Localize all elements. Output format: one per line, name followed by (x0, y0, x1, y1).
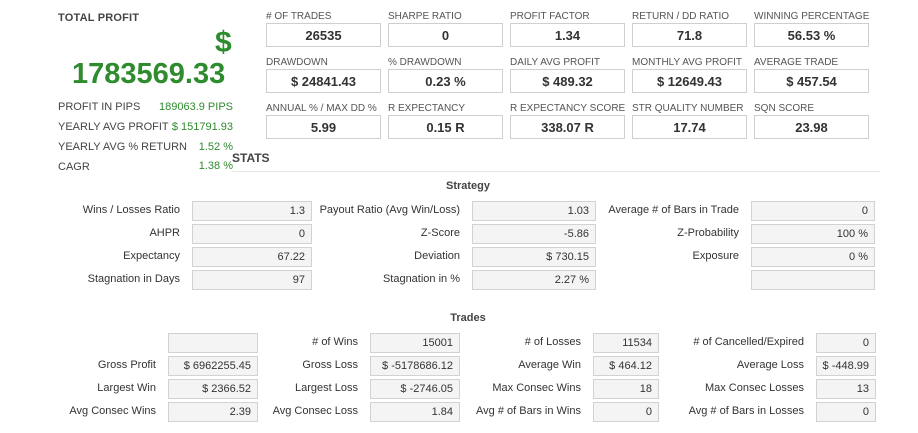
ahpr-value: 0 (192, 224, 312, 244)
avg-consec-loss-value: 1.84 (370, 402, 460, 422)
r-expectancy-label: R EXPECTANCY (388, 103, 466, 114)
percent-drawdown-value: 0.23 % (388, 69, 503, 93)
dollar-sign: $ (215, 26, 232, 59)
wins-losses-ratio-value: 1.3 (192, 201, 312, 221)
r-expectancy-value: 0.15 R (388, 115, 503, 139)
total-profit-value: 1783569.33 (72, 58, 226, 90)
winning-percentage-value: 56.53 % (754, 23, 869, 47)
average-trade-label: AVERAGE TRADE (754, 57, 839, 68)
z-probability-label: Z-Probability (677, 227, 739, 239)
average-win-label: Average Win (518, 359, 581, 371)
trades-section-title: Trades (450, 312, 486, 324)
cancelled-expired-value: 0 (816, 333, 876, 353)
cagr-value: 1.38 % (198, 160, 233, 172)
payout-ratio-value: 1.03 (472, 201, 596, 221)
sharpe-ratio-label: SHARPE RATIO (388, 11, 462, 22)
drawdown-label: DRAWDOWN (266, 57, 328, 68)
gross-loss-label: Gross Loss (302, 359, 358, 371)
annual-max-dd-value: 5.99 (266, 115, 381, 139)
str-quality-number-label: STR QUALITY NUMBER (632, 103, 744, 114)
avg-bars-in-wins-label: Avg # of Bars in Wins (476, 405, 581, 417)
cancelled-expired-label: # of Cancelled/Expired (693, 336, 804, 348)
avg-bars-in-losses-label: Avg # of Bars in Losses (688, 405, 804, 417)
sharpe-ratio-value: 0 (388, 23, 503, 47)
winning-percentage-label: WINNING PERCENTAGE (754, 11, 870, 22)
return-dd-ratio-label: RETURN / DD RATIO (632, 11, 730, 22)
str-quality-number-value: 17.74 (632, 115, 747, 139)
yearly-avg-profit-value: $ 151791.93 (171, 121, 233, 133)
empty-trades-cell (168, 333, 258, 353)
cagr-label: CAGR (58, 161, 90, 173)
expectancy-value: 67.22 (192, 247, 312, 267)
stagnation-percent-label: Stagnation in % (382, 273, 460, 285)
monthly-avg-profit-label: MONTHLY AVG PROFIT (632, 57, 743, 68)
average-loss-value: $ -448.99 (816, 356, 876, 376)
avg-bars-in-trade-value: 0 (751, 201, 875, 221)
profit-factor-value: 1.34 (510, 23, 625, 47)
daily-avg-profit-value: $ 489.32 (510, 69, 625, 93)
avg-consec-wins-label: Avg Consec Wins (69, 405, 156, 417)
largest-loss-label: Largest Loss (295, 382, 358, 394)
max-consec-losses-label: Max Consec Losses (704, 382, 804, 394)
gross-loss-value: $ -5178686.12 (370, 356, 460, 376)
sqn-score-value: 23.98 (754, 115, 869, 139)
wins-count-label: # of Wins (312, 336, 358, 348)
losses-count-value: 11534 (593, 333, 659, 353)
yearly-avg-return-label: YEARLY AVG % RETURN (58, 141, 187, 153)
z-probability-value: 100 % (751, 224, 875, 244)
return-dd-ratio-value: 71.8 (632, 23, 747, 47)
avg-consec-loss-label: Avg Consec Loss (272, 405, 358, 417)
stagnation-days-value: 97 (192, 270, 312, 290)
average-win-value: $ 464.12 (593, 356, 659, 376)
trades-count-label: # OF TRADES (266, 11, 332, 22)
profit-in-pips-label: PROFIT IN PIPS (58, 101, 141, 113)
largest-win-label: Largest Win (97, 382, 156, 394)
r-expectancy-score-value: 338.07 R (510, 115, 625, 139)
percent-drawdown-label: % DRAWDOWN (388, 57, 462, 68)
gross-profit-value: $ 6962255.45 (168, 356, 258, 376)
largest-loss-value: $ -2746.05 (370, 379, 460, 399)
max-consec-wins-value: 18 (593, 379, 659, 399)
exposure-value: 0 % (751, 247, 875, 267)
ahpr-label: AHPR (149, 227, 180, 239)
avg-consec-wins-value: 2.39 (168, 402, 258, 422)
losses-count-label: # of Losses (524, 336, 581, 348)
monthly-avg-profit-value: $ 12649.43 (632, 69, 747, 93)
deviation-label: Deviation (414, 250, 460, 262)
expectancy-label: Expectancy (123, 250, 180, 262)
average-trade-value: $ 457.54 (754, 69, 869, 93)
daily-avg-profit-label: DAILY AVG PROFIT (510, 57, 601, 68)
stats-divider (232, 171, 880, 172)
annual-max-dd-label: ANNUAL % / MAX DD % (266, 103, 377, 114)
drawdown-value: $ 24841.43 (266, 69, 381, 93)
gross-profit-label: Gross Profit (97, 359, 156, 371)
stats-title: STATS (232, 151, 270, 165)
profit-in-pips-value: 189063.9 PIPS (158, 101, 233, 113)
yearly-avg-return-value: 1.52 % (198, 141, 233, 153)
exposure-label: Exposure (692, 250, 739, 262)
avg-bars-in-wins-value: 0 (593, 402, 659, 422)
max-consec-losses-value: 13 (816, 379, 876, 399)
empty-strategy-cell (751, 270, 875, 290)
largest-win-value: $ 2366.52 (168, 379, 258, 399)
strategy-section-title: Strategy (445, 180, 491, 192)
deviation-value: $ 730.15 (472, 247, 596, 267)
stagnation-percent-value: 2.27 % (472, 270, 596, 290)
avg-bars-in-trade-label: Average # of Bars in Trade (608, 204, 739, 216)
average-loss-label: Average Loss (736, 359, 804, 371)
trades-count-value: 26535 (266, 23, 381, 47)
stagnation-days-label: Stagnation in Days (87, 273, 180, 285)
avg-bars-in-losses-value: 0 (816, 402, 876, 422)
wins-count-value: 15001 (370, 333, 460, 353)
max-consec-wins-label: Max Consec Wins (492, 382, 581, 394)
total-profit-title: TOTAL PROFIT (58, 12, 140, 24)
sqn-score-label: SQN SCORE (754, 103, 815, 114)
yearly-avg-profit-label: YEARLY AVG PROFIT (58, 121, 169, 133)
r-expectancy-score-label: R EXPECTANCY SCORE (510, 103, 626, 114)
profit-factor-label: PROFIT FACTOR (510, 11, 590, 22)
wins-losses-ratio-label: Wins / Losses Ratio (82, 204, 180, 216)
z-score-label: Z-Score (420, 227, 460, 239)
z-score-value: -5.86 (472, 224, 596, 244)
payout-ratio-label: Payout Ratio (Avg Win/Loss) (319, 204, 460, 216)
